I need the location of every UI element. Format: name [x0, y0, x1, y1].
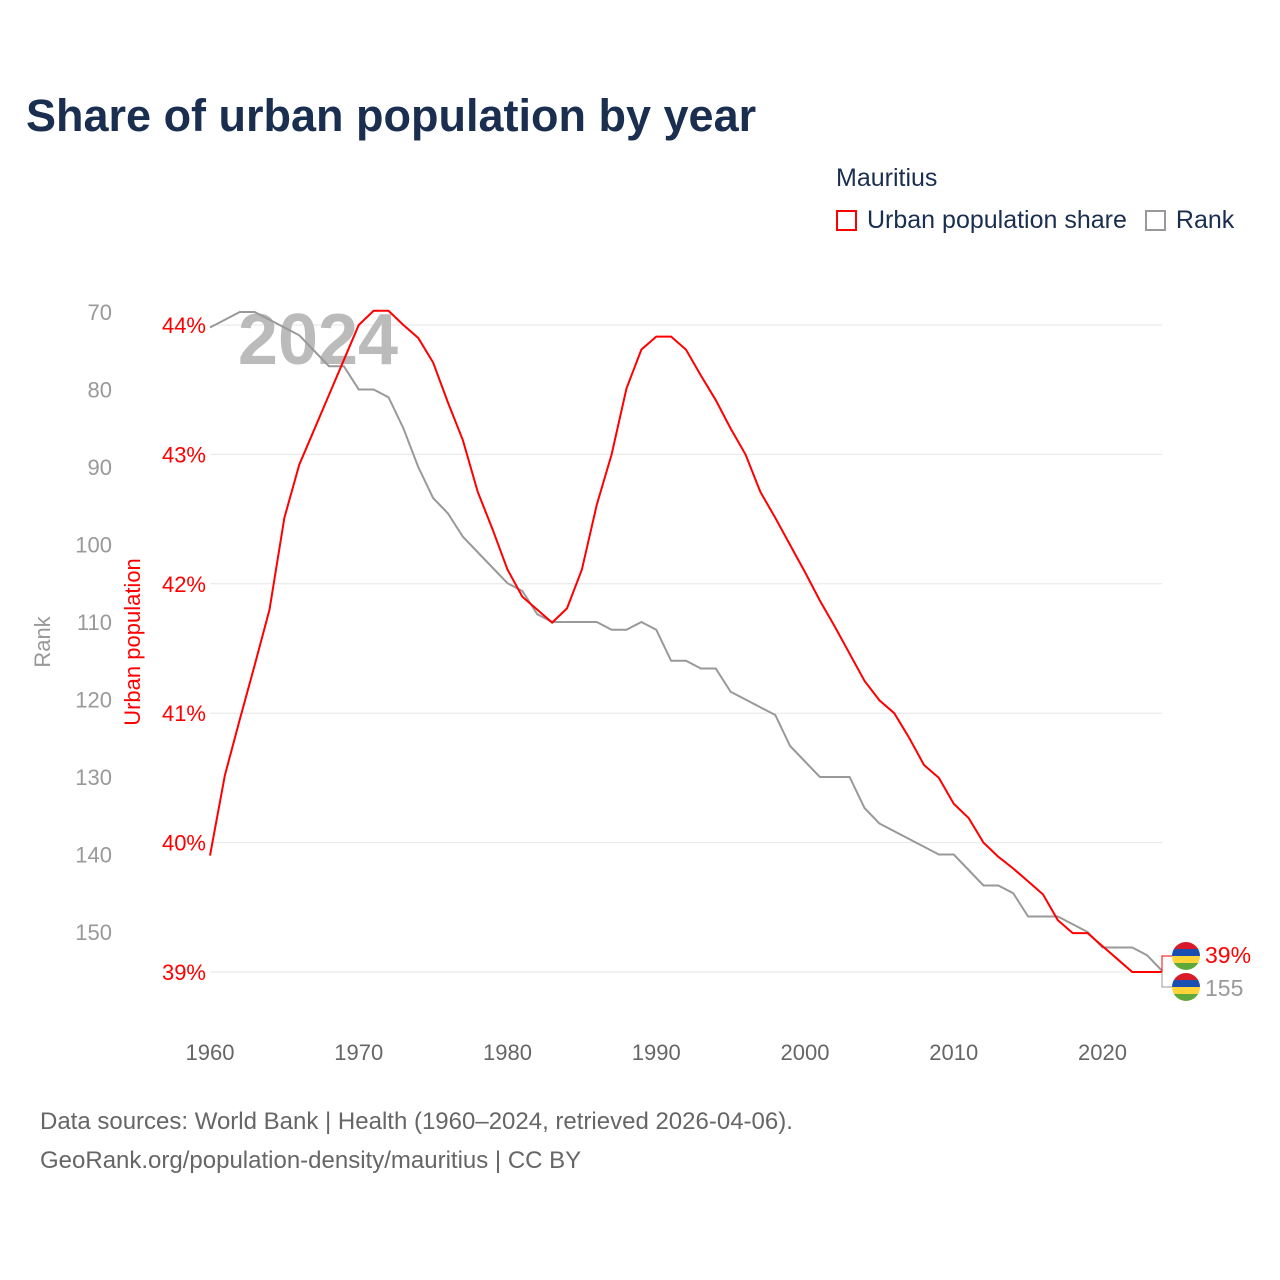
legend-swatch-rank	[1144, 210, 1166, 231]
x-tick-label: 1960	[186, 1040, 235, 1065]
rank-tick-label: 130	[75, 765, 112, 790]
rank-tick-label: 100	[75, 533, 112, 558]
mauritius-flag-icon-stripe	[1172, 942, 1200, 949]
source-line-1: Data sources: World Bank | Health (1960–…	[40, 1108, 793, 1135]
left-axis-label: Urban population	[120, 558, 145, 726]
x-tick-label: 2010	[929, 1040, 978, 1065]
mauritius-flag-icon-stripe	[1172, 973, 1200, 980]
mauritius-flag-icon-stripe	[1172, 987, 1200, 994]
left-tick-label: 44%	[162, 313, 206, 338]
x-tick-label: 2000	[781, 1040, 830, 1065]
rank-tick-label: 140	[75, 843, 112, 868]
mauritius-flag-icon-stripe	[1172, 949, 1200, 956]
x-tick-label: 1980	[483, 1040, 532, 1065]
mauritius-flag-icon-stripe	[1172, 994, 1200, 1001]
rank-tick-label: 80	[88, 378, 112, 403]
share-end-label: 39%	[1205, 942, 1251, 968]
year-watermark: 2024	[238, 300, 398, 380]
legend-title: Mauritius	[836, 164, 938, 192]
x-tick-label: 2020	[1078, 1040, 1127, 1065]
share-connector	[1161, 955, 1172, 972]
urban-share-line	[209, 309, 1162, 973]
legend-swatch-urban	[836, 210, 857, 231]
rank-tick-label: 120	[75, 688, 112, 713]
mauritius-flag-icon-stripe	[1172, 956, 1200, 963]
rank-connector	[1161, 972, 1172, 988]
left-tick-label: 41%	[162, 701, 206, 726]
rank-end-label: 155	[1205, 975, 1243, 1001]
rank-axis-label: Rank	[30, 615, 55, 667]
legend: Urban population share Rank	[836, 206, 1234, 235]
chart-title: Share of urban population by year	[26, 90, 757, 141]
x-tick-label: 1970	[334, 1040, 383, 1065]
left-tick-label: 39%	[162, 960, 206, 985]
rank-tick-label: 90	[88, 455, 112, 480]
rank-tick-label: 150	[75, 920, 112, 945]
legend-label-urban: Urban population share	[867, 206, 1127, 234]
x-tick-label: 1990	[632, 1040, 681, 1065]
rank-tick-label: 110	[77, 610, 112, 635]
legend-label-rank: Rank	[1175, 206, 1235, 234]
source-line-2: GeoRank.org/population-density/mauritius…	[40, 1147, 582, 1174]
mauritius-flag-icon-stripe	[1172, 980, 1200, 987]
left-tick-label: 43%	[162, 442, 206, 467]
rank-line	[209, 311, 1163, 972]
left-tick-label: 40%	[162, 831, 206, 856]
rank-tick-label: 70	[88, 300, 112, 325]
mauritius-flag-icon-stripe	[1172, 963, 1200, 970]
left-tick-label: 42%	[162, 572, 206, 597]
